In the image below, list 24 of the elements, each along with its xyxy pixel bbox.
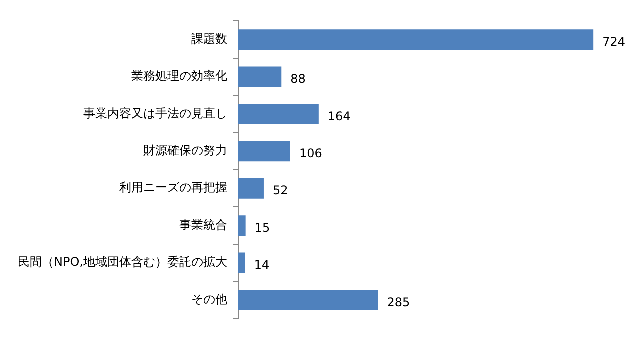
y-tick-label: 課題数: [191, 32, 228, 46]
bar: [238, 178, 264, 199]
y-tick-label: その他: [191, 292, 228, 306]
data-label: 15: [254, 220, 270, 235]
bar: [238, 290, 378, 310]
y-tick-label: 業務処理の効率化: [131, 69, 228, 84]
data-label: 52: [272, 184, 288, 198]
bar: [238, 30, 594, 50]
data-label: 88: [290, 72, 306, 86]
data-label: 14: [254, 258, 270, 272]
data-label: 724: [602, 34, 626, 49]
y-tick-label: 事業内容又は手法の見直し: [83, 106, 228, 120]
bar: [238, 216, 246, 236]
y-tick-label: 民間（NPO,地域団体含む）委託の拡大: [18, 255, 228, 270]
bar: [238, 141, 290, 162]
bar: [238, 66, 282, 88]
bar: [238, 252, 246, 274]
y-tick-label: 事業統合: [179, 218, 228, 232]
data-label: 106: [299, 146, 322, 161]
y-tick-label: 利用ニーズの再把握: [119, 180, 228, 195]
data-label: 164: [328, 109, 351, 124]
y-tick-label: 財源確保の努力: [143, 144, 228, 158]
bar: [238, 104, 319, 124]
data-label: 285: [387, 295, 410, 310]
